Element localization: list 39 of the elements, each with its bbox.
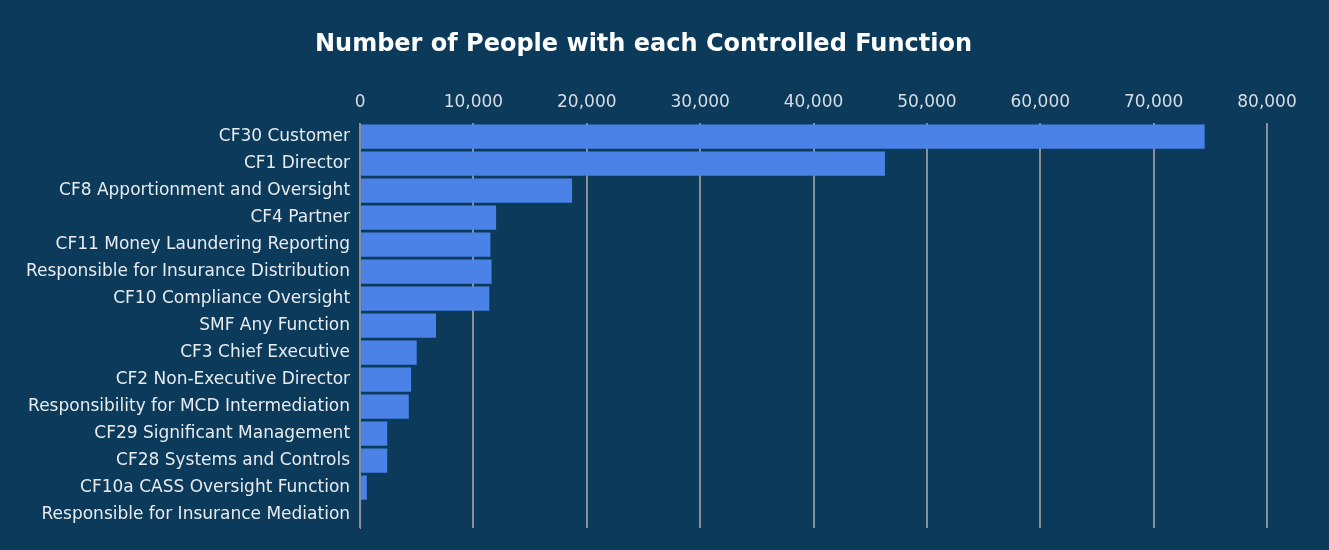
y-tick-label: CF4 Partner [250,206,351,227]
x-tick-label: 60,000 [1010,91,1071,112]
bar [361,313,437,338]
y-tick-label: Responsible for Insurance Distribution [25,260,351,281]
y-tick-label: Responsible for Insurance Mediation [41,502,351,523]
bar [361,124,1205,149]
y-tick-label: CF30 Customer [218,125,351,146]
y-tick-label: CF10 Compliance Oversight [113,287,351,308]
x-tick-label: 40,000 [783,91,844,112]
bar [361,448,388,473]
bar [361,232,491,257]
bar [361,205,497,230]
y-tick-label: CF3 Chief Executive [180,341,351,362]
chart-title: Number of People with each Controlled Function [314,28,973,57]
y-tick-label: CF29 Significant Management [94,421,351,442]
x-tick-label: 10,000 [443,91,504,112]
y-tick-label: CF8 Apportionment and Oversight [59,179,351,200]
x-tick-label: 20,000 [557,91,617,112]
x-tick-label: 70,000 [1123,91,1184,112]
y-tick-label: CF10a CASS Oversight Function [80,475,351,496]
bar [361,367,412,392]
x-tick-label: 80,000 [1237,91,1297,112]
bar [361,475,367,500]
bar [361,394,409,419]
y-tick-label: CF1 Director [243,152,351,173]
bar [361,151,885,176]
bar [361,178,573,203]
y-tick-label: CF2 Non-Executive Director [115,368,351,388]
x-tick-label: 50,000 [897,91,957,112]
x-tick-label: 30,000 [670,91,730,112]
y-tick-label: Responsibility for MCD Intermediation [28,394,351,415]
bar [361,286,490,311]
bar [361,259,492,284]
bar [361,340,417,365]
y-tick-label: SMF Any Function [199,314,351,335]
x-tick-label: 0 [354,91,366,112]
y-tick-label: CF28 Systems and Controls [116,448,351,469]
y-tick-label: CF11 Money Laundering Reporting [55,233,351,254]
bar [361,421,388,446]
